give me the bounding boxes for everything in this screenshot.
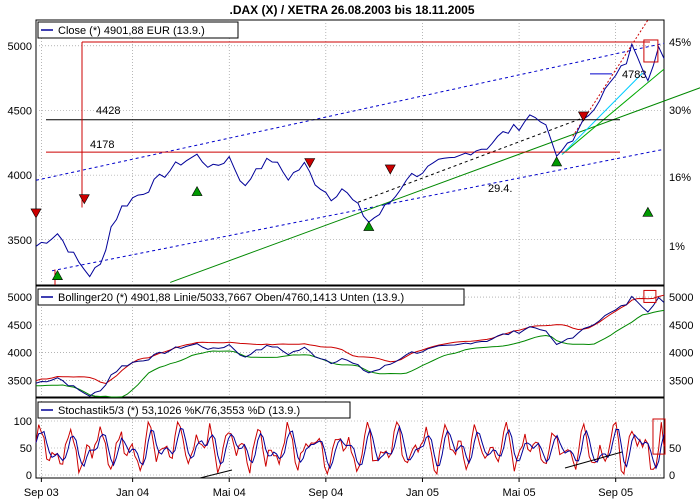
mid-trend-line <box>357 115 590 203</box>
level-4783-label: 4783 <box>622 69 646 81</box>
bollinger-y-tick-label: 4500 <box>8 320 32 332</box>
price-y-tick-label: 5000 <box>8 41 32 53</box>
stochastic-y-tick-label-right: 0 <box>669 470 675 482</box>
stochastic-legend: Stochastik5/3 (*) 53,1026 %K/76,3553 %D … <box>37 401 351 419</box>
steep-resistance-line <box>572 19 649 137</box>
bollinger-legend-text: Bollinger20 (*) 4901,88 Linie/5033,7667 … <box>58 292 404 304</box>
level-4178-label: 4178 <box>90 139 114 151</box>
x-tick-label: Sep 04 <box>308 487 343 499</box>
level-4428-label: 4428 <box>96 105 120 117</box>
channel-upper-line <box>35 42 665 181</box>
channel-lower-line <box>52 148 665 272</box>
price-legend-text: Close (*) 4901,88 EUR (13.9.) <box>58 25 205 37</box>
price-y-tick-label: 3500 <box>8 235 32 247</box>
bollinger-last-box <box>643 289 657 303</box>
bollinger-legend: Bollinger20 (*) 4901,88 Linie/5033,7667 … <box>37 288 465 306</box>
x-tick-label: Jan 04 <box>116 487 149 499</box>
bollinger-y-tick-label-right: 5000 <box>669 292 693 304</box>
stochastic-trend-line-2 <box>199 469 233 479</box>
price-y-tick-label: 4500 <box>8 105 32 117</box>
x-tick-label: Sep 05 <box>598 487 633 499</box>
bollinger-y-tick-label-right: 4500 <box>669 320 693 332</box>
bollinger-upper-band <box>35 294 665 385</box>
bollinger-price-line <box>35 295 665 397</box>
stochastic-y-tick-label: 0 <box>26 470 32 482</box>
cyan-trendline <box>561 72 643 155</box>
percent-y-tick-label: 1% <box>669 241 685 253</box>
price-y-tick-label: 4000 <box>8 170 32 182</box>
x-tick-label: Sep 03 <box>24 487 59 499</box>
buy-signal-marker <box>363 220 375 231</box>
buy-signal-marker <box>51 270 63 280</box>
stochastic-last-box <box>652 418 666 455</box>
sell-signal-marker <box>577 111 589 122</box>
buy-signal-marker <box>191 186 203 196</box>
stochastic-y-tick-label: 50 <box>20 443 32 455</box>
bollinger-lower-band <box>36 309 665 398</box>
x-tick-label: Mai 04 <box>213 487 246 499</box>
percent-y-tick-label: 30% <box>669 105 691 117</box>
sell-signal-marker <box>78 194 90 205</box>
x-tick-label: Jan 05 <box>406 487 439 499</box>
stochastic-legend-text: Stochastik5/3 (*) 53,1026 %K/76,3553 %D … <box>58 405 300 417</box>
bollinger-y-tick-label: 3500 <box>8 375 32 387</box>
bollinger-y-tick-label-right: 3500 <box>669 375 693 387</box>
bollinger-y-tick-label: 4000 <box>8 348 32 360</box>
buy-signal-marker <box>551 156 563 167</box>
bollinger-y-tick-label: 5000 <box>8 292 32 304</box>
last-price-box <box>643 39 659 63</box>
sell-signal-marker <box>384 164 396 175</box>
short-trendline <box>561 68 665 155</box>
bollinger-y-tick-label-right: 4000 <box>669 348 693 360</box>
price-legend: Close (*) 4901,88 EUR (13.9.) <box>37 21 239 39</box>
x-tick-label: Mai 05 <box>503 487 536 499</box>
percent-y-tick-label: 16% <box>669 172 691 184</box>
buy-signal-marker <box>642 206 654 217</box>
stochastic-y-tick-label: 100 <box>14 416 32 428</box>
sell-signal-marker <box>30 208 42 219</box>
stochastic-trend-line <box>564 451 623 469</box>
date-annotation: 29.4. <box>488 183 512 195</box>
stochastic-y-tick-label-right: 50 <box>669 443 681 455</box>
stochastic-k-line <box>35 420 665 476</box>
sell-signal-marker <box>304 158 316 169</box>
chart-title: .DAX (X) / XETRA 26.08.2003 bis 18.11.20… <box>229 3 474 17</box>
percent-y-tick-label: 45% <box>669 37 691 49</box>
close-price-line <box>35 42 665 278</box>
stochastic-d-line <box>35 424 665 470</box>
